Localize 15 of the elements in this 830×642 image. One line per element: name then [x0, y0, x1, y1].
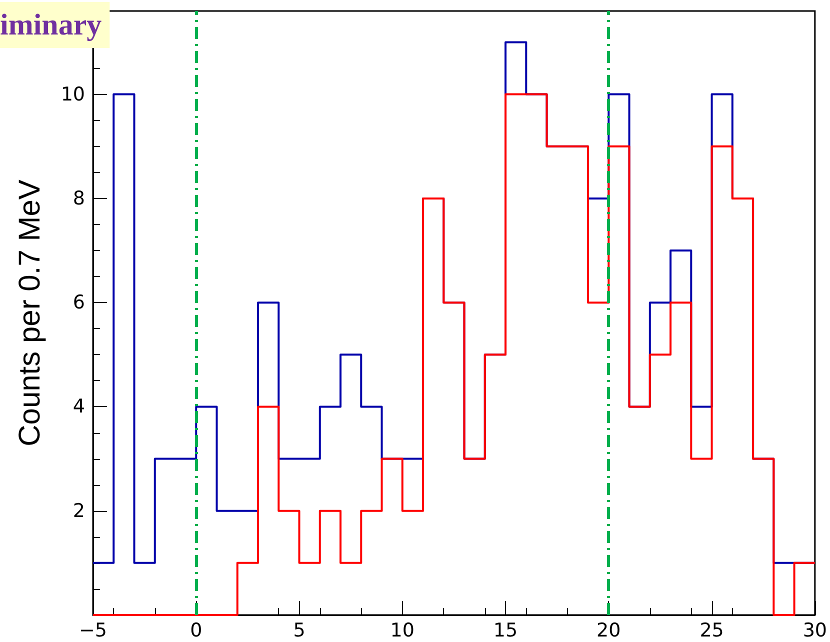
- y-tick-label: 2: [72, 500, 85, 522]
- x-tick-label: 10: [390, 620, 414, 642]
- x-tick-label: 15: [493, 620, 518, 642]
- x-tick-label: 0: [190, 620, 202, 642]
- x-tick-label: 25: [700, 620, 724, 642]
- x-tick-label: 20: [596, 620, 621, 642]
- x-tick-label: 5: [293, 620, 306, 642]
- y-tick-label: 6: [72, 292, 85, 314]
- y-tick-label: 4: [72, 396, 85, 418]
- y-tick-label: 8: [72, 187, 85, 210]
- x-tick-label: 30: [802, 620, 828, 642]
- x-tick-label: −5: [78, 620, 108, 642]
- y-axis-title: Counts per 0.7 MeV: [14, 180, 46, 446]
- y-tick-label: 10: [60, 83, 85, 106]
- annotation: iminary: [0, 8, 102, 42]
